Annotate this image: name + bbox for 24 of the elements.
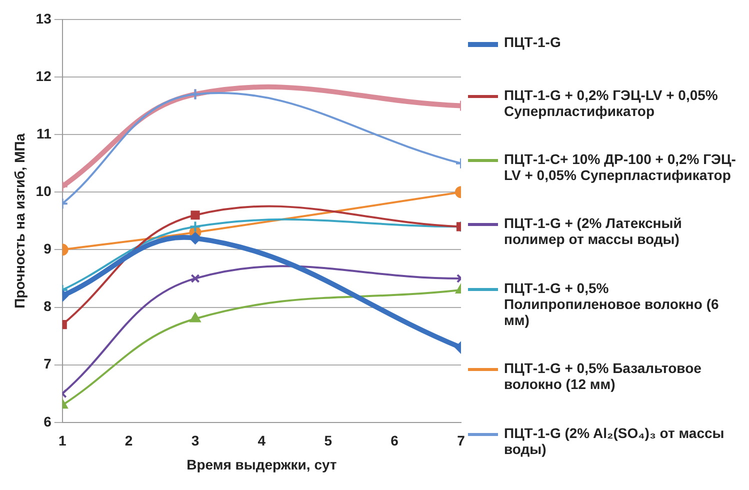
x-tick-label: 6 xyxy=(390,432,399,449)
legend-label: ПЦТ-1-G + (2% Латексный полимер от массы воды) xyxy=(504,215,683,248)
x-tick-label: 3 xyxy=(191,432,200,449)
y-tick-label: 11 xyxy=(36,125,52,142)
x-tick-label: 4 xyxy=(258,432,266,449)
y-tick-label: 9 xyxy=(44,240,52,257)
x-tick-label: 2 xyxy=(124,432,133,449)
legend-label: ПЦТ-1-G + 0,5% Полипропиленовое волокно (6 мм) xyxy=(504,280,720,328)
y-tick-label: 6 xyxy=(44,413,52,430)
x-tick-label: 7 xyxy=(457,432,466,449)
x-tick-label: 1 xyxy=(58,432,66,449)
y-axis-title: Прочность на изгиб, МПа xyxy=(11,133,28,308)
y-tick-label: 10 xyxy=(36,182,52,199)
legend-label: ПЦТ-1-G xyxy=(504,34,561,50)
x-axis-title: Время выдержки, сут xyxy=(186,456,337,472)
y-tick-label: 8 xyxy=(44,298,52,314)
y-tick-label: 13 xyxy=(36,10,52,26)
legend-label: ПЦТ-1-G + 0,2% ГЭЦ-LV + 0,05% Суперпластификатор xyxy=(504,86,719,119)
y-tick-label: 7 xyxy=(44,356,52,372)
x-tick-label: 5 xyxy=(324,432,332,449)
y-tick-label: 12 xyxy=(36,68,52,84)
legend-label: ПЦТ-1-G + 0,5% Базальтовое волокно (12 мм) xyxy=(504,360,702,392)
legend-label: ПЦТ-1-G (2% Al₂(SO₄)₃ от массы воды) xyxy=(504,424,726,457)
legend-label: ПЦТ-1-С+ 10% ДР-100 + 0,2% ГЭЦ-LV + 0,05% Суперпластификатор xyxy=(504,151,737,184)
